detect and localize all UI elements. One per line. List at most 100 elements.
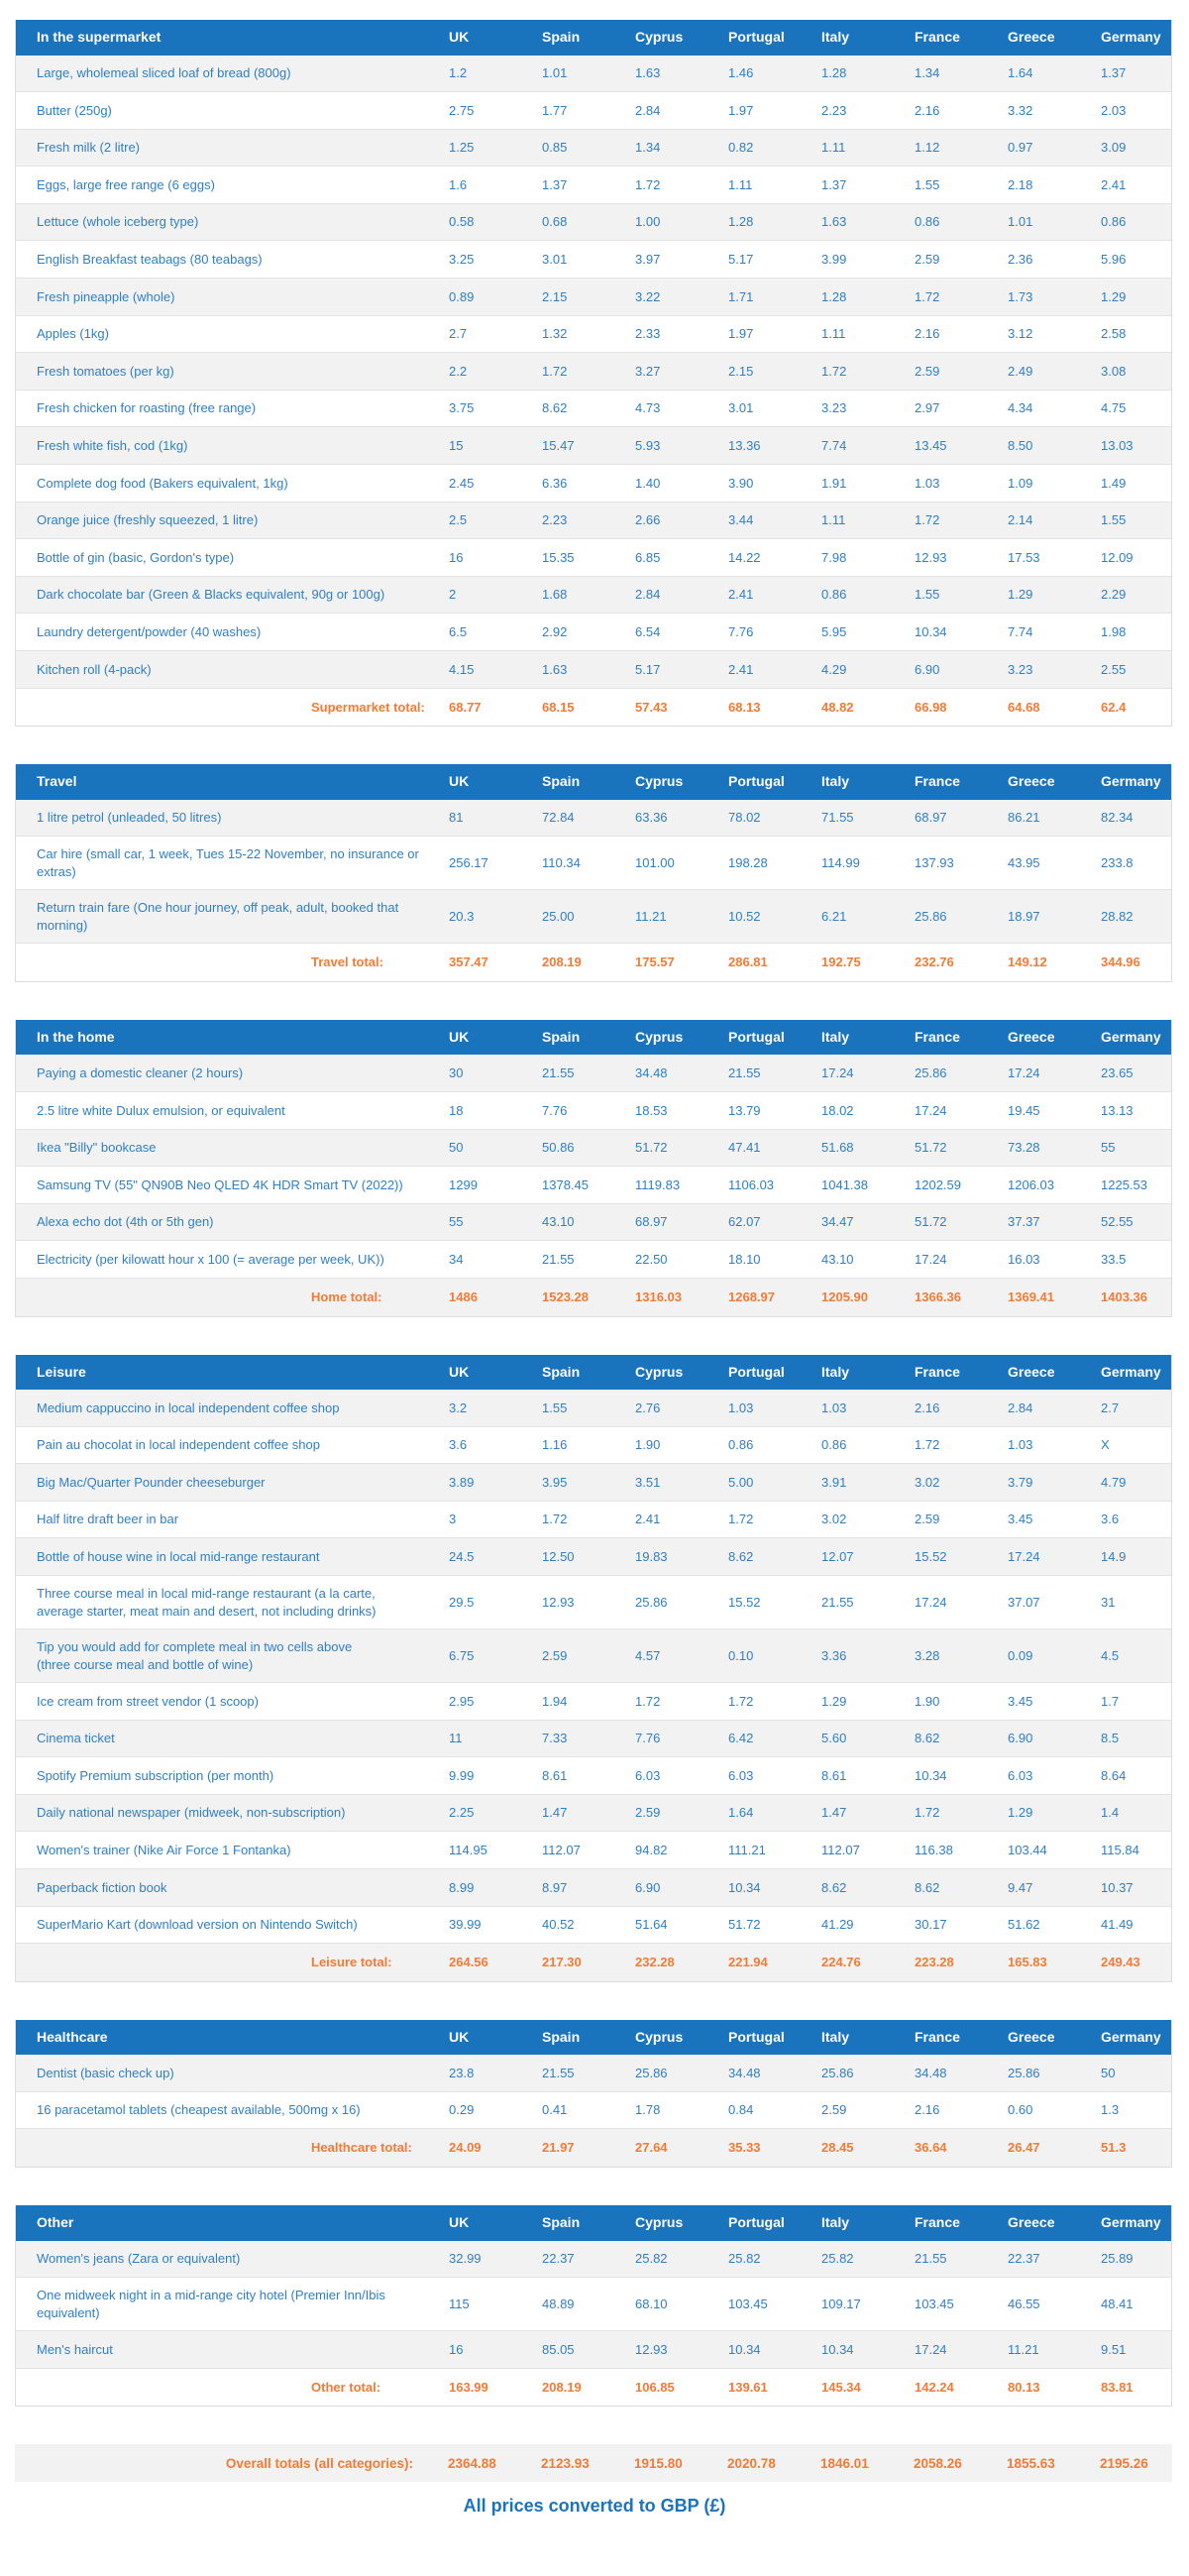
overall-cell: 2058.26 bbox=[914, 2455, 962, 2471]
price-cell: 198.28 bbox=[728, 855, 768, 871]
price-cell: 51.72 bbox=[635, 1140, 668, 1156]
price-cell: 0.60 bbox=[1008, 2102, 1033, 2118]
item-label: Tip you would add for complete meal in t… bbox=[37, 1639, 353, 1672]
price-cell: 0.29 bbox=[449, 2102, 475, 2118]
price-cell: 4.15 bbox=[449, 661, 475, 677]
column-header: Germany bbox=[1101, 29, 1161, 45]
price-cell: 18.10 bbox=[728, 1251, 761, 1267]
total-cell: 80.13 bbox=[1008, 2379, 1040, 2395]
price-cell: 1378.45 bbox=[542, 1176, 589, 1192]
price-cell: 9.51 bbox=[1101, 2341, 1127, 2357]
price-cell: 22.50 bbox=[635, 1251, 668, 1267]
price-cell: 1.72 bbox=[542, 1512, 568, 1527]
price-cell: 1.72 bbox=[635, 1693, 661, 1709]
price-cell: 1.72 bbox=[635, 176, 661, 192]
item-row: Car hire (small car, 1 week, Tues 15-22 … bbox=[16, 837, 1171, 891]
price-cell: 1.72 bbox=[728, 1693, 754, 1709]
item-label: Medium cappuccino in local independent c… bbox=[37, 1400, 340, 1415]
section-header: Leisure UK Spain Cyprus Portugal Italy France G… bbox=[16, 1354, 1171, 1391]
price-cell: 4.29 bbox=[821, 661, 847, 677]
price-cell: 3.08 bbox=[1101, 363, 1127, 379]
price-cell: 2.18 bbox=[1008, 176, 1033, 192]
price-cell: 110.34 bbox=[542, 855, 581, 871]
item-row: Fresh milk (2 litre) 1.25 0.85 1.34 0.82 1.11… bbox=[16, 129, 1171, 168]
total-cell: 232.76 bbox=[915, 954, 954, 970]
item-row: 2.5 litre white Dulux emulsion, or equiv… bbox=[16, 1092, 1171, 1130]
total-cell: 106.85 bbox=[635, 2379, 675, 2395]
price-cell: 8.61 bbox=[821, 1767, 847, 1783]
price-cell: 46.55 bbox=[1008, 2296, 1040, 2311]
overall-row: Overall totals (all categories): 2364.88 2… bbox=[15, 2444, 1172, 2483]
price-cell: 1.68 bbox=[542, 587, 568, 603]
price-cell: 2.03 bbox=[1101, 102, 1127, 118]
item-label: Electricity (per kilowatt hour x 100 (= … bbox=[37, 1251, 384, 1267]
price-cell: 6.85 bbox=[635, 549, 661, 565]
price-cell: 51.72 bbox=[915, 1140, 947, 1156]
price-cell: 1.78 bbox=[635, 2102, 661, 2118]
price-cell: 51.72 bbox=[915, 1214, 947, 1230]
total-cell: 223.28 bbox=[915, 1955, 954, 1970]
price-cell: 1.37 bbox=[542, 176, 568, 192]
price-cell: 11 bbox=[449, 1731, 463, 1746]
price-cell: 1.72 bbox=[542, 363, 568, 379]
price-cell: 2.7 bbox=[1101, 1400, 1120, 1415]
item-label: Fresh white fish, cod (1kg) bbox=[37, 437, 188, 453]
item-row: Big Mac/Quarter Pounder cheeseburger 3.89… bbox=[16, 1464, 1171, 1502]
column-header: UK bbox=[449, 773, 470, 790]
price-cell: 25.86 bbox=[635, 1594, 668, 1610]
total-row: Travel total: 357.47 208.19 175.57 286.81 192… bbox=[16, 944, 1171, 981]
price-cell: 1.29 bbox=[1008, 587, 1033, 603]
price-cell: 0.82 bbox=[728, 140, 754, 156]
item-label: Dark chocolate bar (Green & Blacks equiv… bbox=[37, 587, 385, 603]
price-cell: 256.17 bbox=[449, 855, 488, 871]
total-cell: 36.64 bbox=[915, 2140, 947, 2156]
total-cell: 357.47 bbox=[449, 954, 488, 970]
price-cell: 1.3 bbox=[1101, 2102, 1120, 2118]
column-header: Greece bbox=[1008, 1028, 1055, 1045]
price-cell: 15.47 bbox=[542, 437, 575, 453]
price-cell: 51.64 bbox=[635, 1917, 668, 1933]
total-cell: 208.19 bbox=[542, 2379, 582, 2395]
column-header: Germany bbox=[1101, 773, 1161, 790]
price-cell: 2.76 bbox=[635, 1400, 661, 1415]
price-cell: 55 bbox=[1101, 1140, 1116, 1156]
section-title: Healthcare bbox=[37, 2028, 108, 2045]
price-cell: 111.21 bbox=[728, 1842, 766, 1857]
section-title: In the supermarket bbox=[37, 29, 162, 45]
price-cell: 6.54 bbox=[635, 623, 661, 639]
price-cell: 101.00 bbox=[635, 855, 675, 871]
price-cell: 12.09 bbox=[1101, 549, 1134, 565]
price-cell: 6.90 bbox=[1008, 1731, 1033, 1746]
price-cell: 103.44 bbox=[1008, 1842, 1047, 1857]
price-cell: 17.24 bbox=[821, 1064, 854, 1080]
section-title: Other bbox=[37, 2214, 74, 2231]
price-cell: 2.75 bbox=[449, 102, 475, 118]
price-cell: 41.29 bbox=[821, 1917, 854, 1933]
price-cell: 1.34 bbox=[915, 65, 940, 81]
price-cell: 72.84 bbox=[542, 810, 575, 826]
total-cell: 24.09 bbox=[449, 2140, 482, 2156]
item-label: Fresh tomatoes (per kg) bbox=[37, 363, 174, 379]
item-row: 16 paracetamol tablets (cheapest availab… bbox=[16, 2092, 1171, 2130]
total-cell: 142.24 bbox=[915, 2379, 954, 2395]
price-cell: 5.96 bbox=[1101, 252, 1127, 268]
price-cell: 39.99 bbox=[449, 1917, 482, 1933]
item-row: Fresh white fish, cod (1kg) 15 15.47 5.93 13… bbox=[16, 427, 1171, 466]
column-header: Greece bbox=[1008, 1363, 1055, 1380]
price-cell: 16 bbox=[449, 2341, 464, 2357]
price-cell: 2.92 bbox=[542, 623, 568, 639]
price-cell: 7.76 bbox=[635, 1731, 661, 1746]
total-cell: 1523.28 bbox=[542, 1288, 589, 1304]
total-cell: 35.33 bbox=[728, 2140, 761, 2156]
price-cell: 3.6 bbox=[449, 1437, 468, 1453]
price-cell: 2 bbox=[449, 587, 457, 603]
price-cell: 2.29 bbox=[1101, 587, 1127, 603]
price-cell: 3.27 bbox=[635, 363, 661, 379]
price-cell: 1.11 bbox=[821, 512, 846, 528]
price-cell: 1.2 bbox=[449, 65, 468, 81]
item-row: Daily national newspaper (midweek, non-s… bbox=[16, 1794, 1171, 1833]
price-cell: 37.37 bbox=[1008, 1214, 1040, 1230]
item-row: Paying a domestic cleaner (2 hours) 30 21.… bbox=[16, 1055, 1171, 1092]
price-cell: 23.65 bbox=[1101, 1064, 1134, 1080]
price-cell: 3.91 bbox=[821, 1474, 847, 1490]
